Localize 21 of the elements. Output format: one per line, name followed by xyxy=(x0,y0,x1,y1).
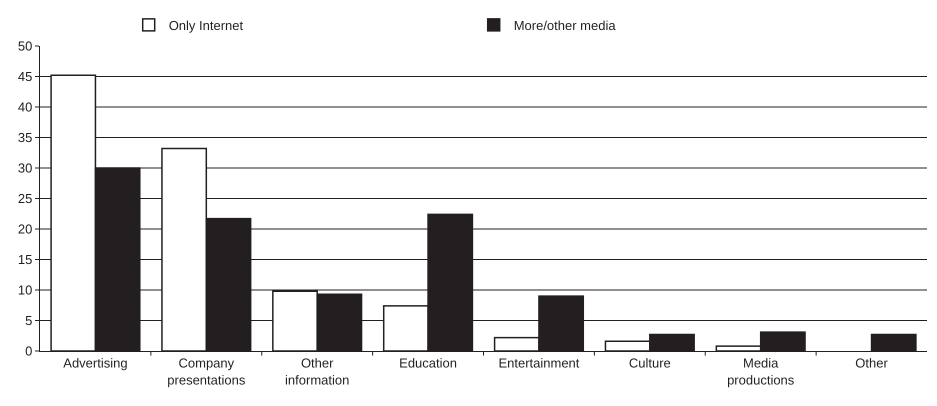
y-tick-label: 5 xyxy=(25,313,32,328)
y-tick-label: 40 xyxy=(18,100,32,115)
x-tick-label: Media productions xyxy=(727,356,795,388)
x-tick-label: Advertising xyxy=(63,356,128,371)
y-tick-label: 15 xyxy=(18,252,32,268)
x-tick-label: Other xyxy=(855,356,888,371)
x-tick-label: Company presentations xyxy=(167,356,246,388)
y-tick-label: 45 xyxy=(18,69,32,84)
y-tick-label: 50 xyxy=(18,38,32,54)
y-tick-label: 0 xyxy=(25,344,32,359)
x-tick-label: Other information xyxy=(285,356,350,388)
y-tick-label: 20 xyxy=(18,222,32,237)
y-tick-label: 35 xyxy=(18,130,32,146)
x-tick-label: Culture xyxy=(628,356,671,371)
x-tick-label: Entertainment xyxy=(498,356,580,371)
legend-label: More/other media xyxy=(514,18,616,33)
y-tick-label: 30 xyxy=(18,160,32,176)
legend-label: Only Internet xyxy=(168,18,244,33)
y-tick-label: 10 xyxy=(18,282,32,298)
x-tick-label: Education xyxy=(399,356,457,371)
y-tick-label: 25 xyxy=(18,191,32,206)
